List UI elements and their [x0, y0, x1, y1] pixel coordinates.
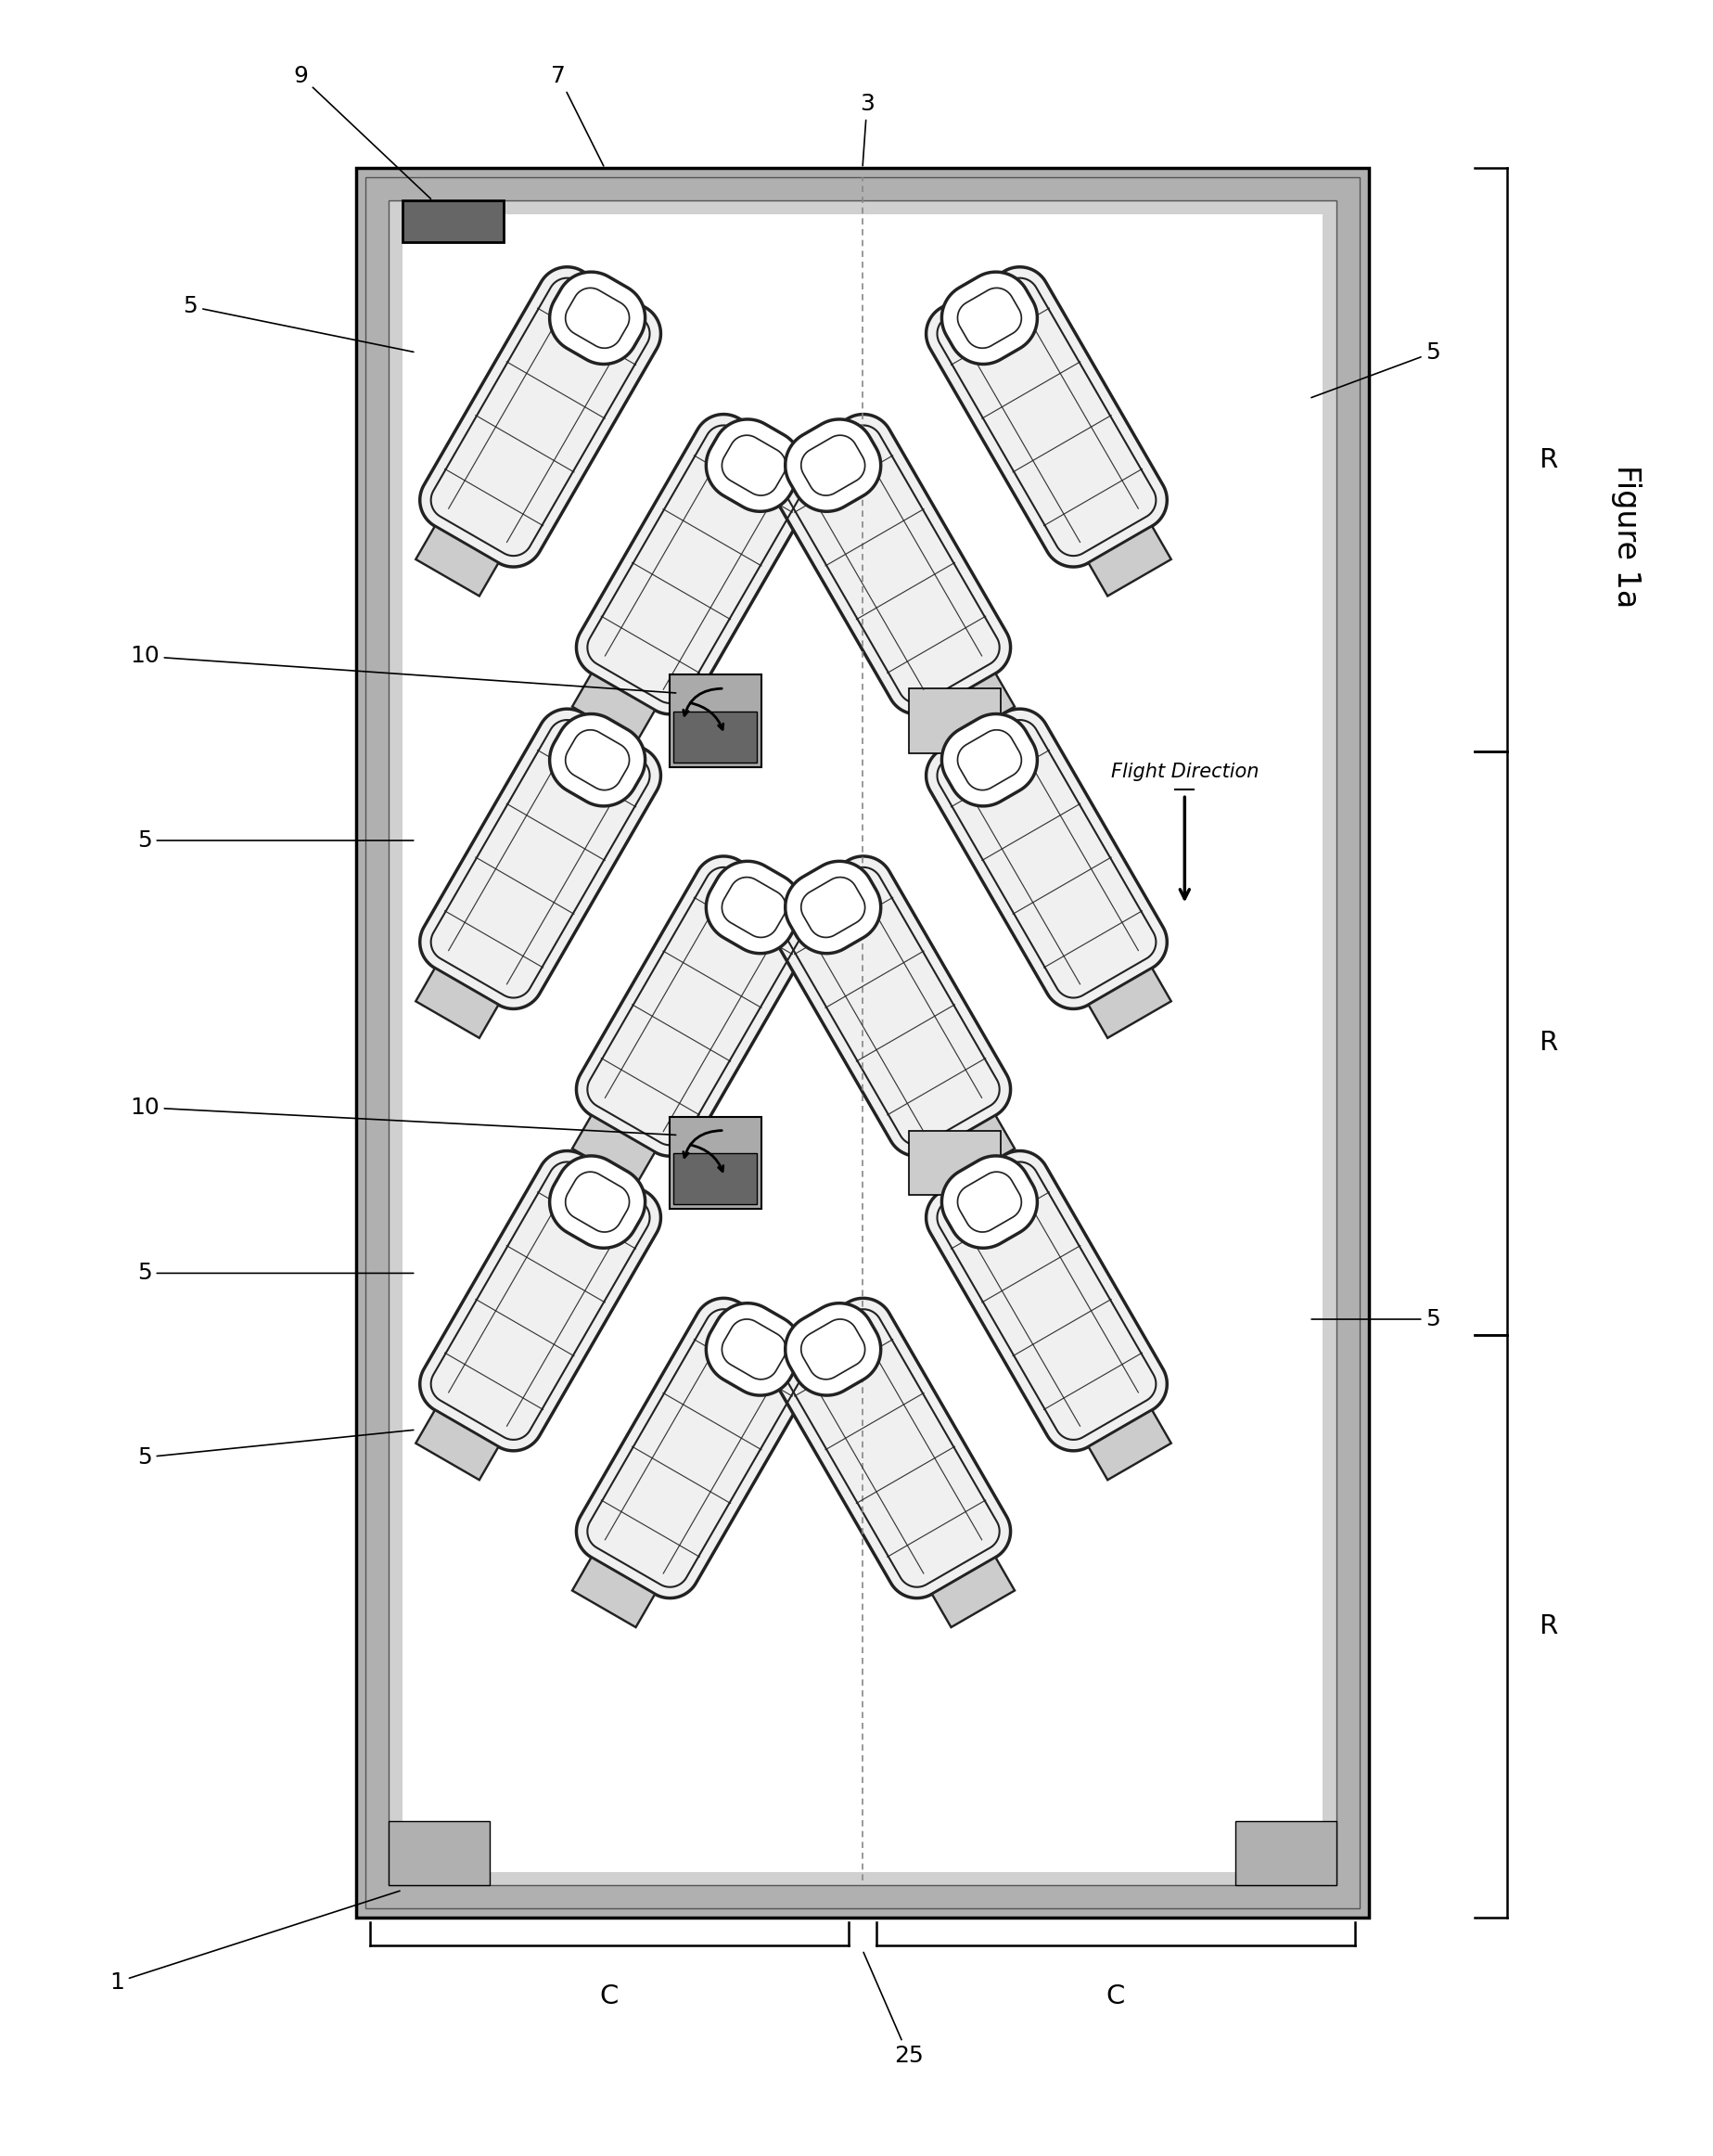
Polygon shape — [416, 526, 498, 595]
Polygon shape — [420, 709, 661, 1009]
Text: R: R — [1538, 446, 1557, 472]
Polygon shape — [942, 714, 1038, 806]
Polygon shape — [927, 709, 1167, 1009]
Bar — [908, 688, 1000, 752]
Polygon shape — [416, 1410, 498, 1479]
Polygon shape — [576, 414, 817, 714]
Polygon shape — [706, 1302, 802, 1395]
Polygon shape — [785, 1302, 880, 1395]
Text: C: C — [600, 1984, 618, 2009]
Text: Figure 1a: Figure 1a — [1612, 466, 1641, 608]
Polygon shape — [706, 860, 802, 953]
Text: 3: 3 — [860, 93, 874, 166]
Text: 10: 10 — [130, 1097, 677, 1134]
Bar — [908, 1130, 1000, 1194]
Polygon shape — [420, 267, 661, 567]
Bar — [673, 711, 757, 763]
Polygon shape — [550, 272, 646, 364]
Text: 5: 5 — [137, 830, 413, 852]
Polygon shape — [572, 1557, 654, 1628]
Text: 10: 10 — [130, 645, 677, 692]
Bar — [670, 1117, 761, 1210]
Polygon shape — [769, 856, 1011, 1156]
Bar — [356, 168, 1369, 1917]
Polygon shape — [1088, 526, 1172, 595]
Polygon shape — [572, 1115, 654, 1186]
Bar — [673, 1153, 757, 1205]
Text: 5: 5 — [1312, 1309, 1441, 1330]
Text: 7: 7 — [552, 65, 603, 166]
Polygon shape — [932, 1557, 1014, 1628]
Polygon shape — [942, 272, 1038, 364]
Polygon shape — [1088, 968, 1172, 1037]
Bar — [365, 177, 1360, 1908]
Text: R: R — [1538, 1613, 1557, 1639]
Polygon shape — [785, 860, 880, 953]
Polygon shape — [769, 1298, 1011, 1598]
Text: 25: 25 — [863, 1953, 923, 2068]
Text: 1: 1 — [110, 1891, 399, 1994]
Text: 5: 5 — [137, 1261, 413, 1285]
Polygon shape — [932, 673, 1014, 744]
Polygon shape — [572, 673, 654, 744]
Text: C: C — [1107, 1984, 1125, 2009]
Polygon shape — [942, 1156, 1038, 1248]
Bar — [403, 213, 1322, 1871]
Polygon shape — [576, 856, 817, 1156]
Polygon shape — [927, 267, 1167, 567]
Polygon shape — [1088, 1410, 1172, 1479]
Polygon shape — [927, 1151, 1167, 1451]
Polygon shape — [416, 968, 498, 1037]
Text: 5: 5 — [137, 1429, 413, 1468]
Polygon shape — [550, 714, 646, 806]
Bar — [1235, 1822, 1336, 1886]
Text: 5: 5 — [183, 295, 413, 351]
Polygon shape — [932, 1115, 1014, 1186]
Polygon shape — [550, 1156, 646, 1248]
Polygon shape — [420, 1151, 661, 1451]
Bar — [403, 201, 504, 241]
Bar — [389, 201, 1336, 1887]
Text: R: R — [1538, 1031, 1557, 1056]
Polygon shape — [706, 418, 802, 511]
Polygon shape — [785, 418, 880, 511]
Polygon shape — [576, 1298, 817, 1598]
Polygon shape — [769, 414, 1011, 714]
Text: Flight Direction: Flight Direction — [1110, 761, 1259, 780]
Bar — [670, 675, 761, 768]
Text: 9: 9 — [293, 65, 430, 198]
Bar — [389, 1822, 490, 1886]
Text: 5: 5 — [1312, 341, 1441, 397]
